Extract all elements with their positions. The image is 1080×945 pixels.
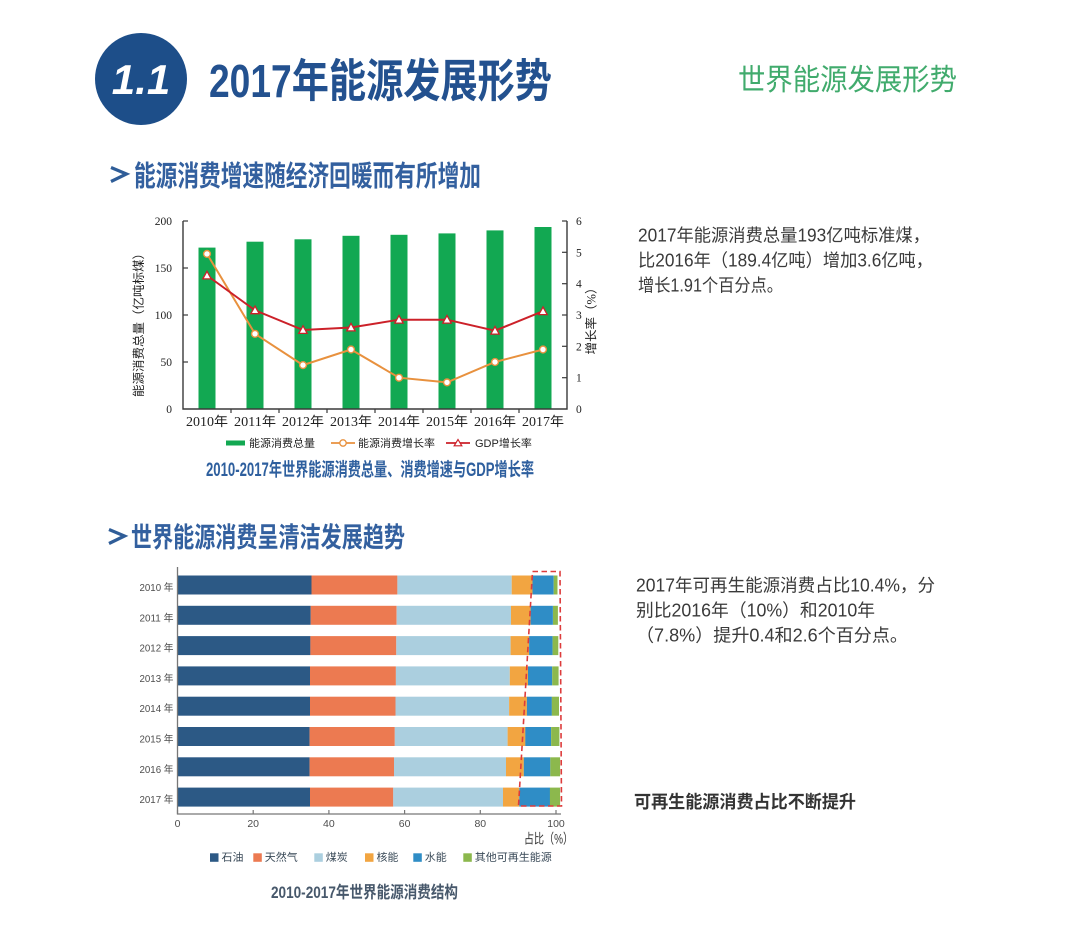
svg-text:2017年能源消费总量193亿吨标准煤，: 2017年能源消费总量193亿吨标准煤， [638, 222, 930, 248]
svg-text:世界能源发展形势: 世界能源发展形势 [738, 55, 957, 99]
svg-text:2015 年: 2015 年 [140, 732, 174, 747]
svg-text:2017年: 2017年 [522, 414, 564, 429]
svg-text:2011 年: 2011 年 [140, 610, 174, 625]
svg-text:2013 年: 2013 年 [140, 671, 174, 686]
svg-text:其他可再生能源: 其他可再生能源 [475, 849, 552, 865]
svg-text:2013年: 2013年 [330, 414, 372, 429]
svg-text:0: 0 [175, 818, 181, 830]
svg-text:可再生能源消费占比不断提升: 可再生能源消费占比不断提升 [634, 788, 856, 814]
svg-text:煤炭: 煤炭 [326, 849, 348, 865]
svg-text:150: 150 [155, 263, 173, 275]
svg-text:20: 20 [247, 818, 259, 830]
svg-text:2012年: 2012年 [282, 414, 324, 429]
svg-text:40: 40 [323, 818, 335, 830]
svg-text:能源消费增长率: 能源消费增长率 [358, 435, 435, 451]
svg-text:能源消费总量: 能源消费总量 [249, 435, 315, 451]
svg-text:2015年: 2015年 [426, 414, 468, 429]
svg-text:50: 50 [161, 357, 173, 369]
svg-text:2011年: 2011年 [234, 414, 276, 429]
svg-text:比2016年（189.4亿吨）增加3.6亿吨，: 比2016年（189.4亿吨）增加3.6亿吨， [638, 247, 933, 273]
svg-text:2014 年: 2014 年 [140, 701, 174, 716]
svg-text:增长率（%）: 增长率（%） [581, 282, 600, 355]
svg-text:天然气: 天然气 [265, 849, 298, 865]
svg-text:5: 5 [576, 247, 582, 259]
svg-text:2017 年: 2017 年 [140, 792, 174, 807]
svg-text:6: 6 [576, 216, 582, 228]
svg-text:2010年: 2010年 [186, 414, 228, 429]
svg-text:核能: 核能 [377, 849, 399, 865]
svg-text:GDP增长率: GDP增长率 [475, 437, 532, 450]
svg-text:2010-2017年世界能源消费总量、消费增速与GDP增长率: 2010-2017年世界能源消费总量、消费增速与GDP增长率 [206, 455, 534, 482]
svg-text:100: 100 [547, 818, 565, 830]
svg-text:2: 2 [576, 341, 582, 353]
svg-text:能源消费增速随经济回暖而有所增加: 能源消费增速随经济回暖而有所增加 [134, 153, 481, 195]
svg-text:1: 1 [576, 373, 582, 385]
svg-text:别比2016年（10%）和2010年: 别比2016年（10%）和2010年 [636, 597, 875, 623]
svg-text:80: 80 [474, 818, 486, 830]
svg-text:100: 100 [155, 310, 173, 322]
svg-text:2012 年: 2012 年 [140, 641, 174, 656]
svg-text:（7.8%）提升0.4和2.6个百分点。: （7.8%）提升0.4和2.6个百分点。 [636, 622, 908, 648]
svg-text:2017年可再生能源消费占比10.4%，分: 2017年可再生能源消费占比10.4%，分 [636, 572, 935, 598]
svg-text:世界能源消费呈清洁发展趋势: 世界能源消费呈清洁发展趋势 [131, 516, 405, 556]
svg-text:1.1: 1.1 [112, 56, 170, 103]
svg-text:2010-2017年世界能源消费结构: 2010-2017年世界能源消费结构 [271, 878, 458, 903]
svg-text:200: 200 [155, 216, 173, 228]
svg-text:能源消费总量（亿吨标煤）: 能源消费总量（亿吨标煤） [128, 247, 147, 397]
svg-text:2014年: 2014年 [378, 414, 420, 429]
svg-text:2016年: 2016年 [474, 414, 516, 429]
svg-text:3: 3 [576, 310, 582, 322]
svg-text:水能: 水能 [425, 849, 447, 865]
svg-text:2010 年: 2010 年 [140, 580, 174, 595]
svg-text:石油: 石油 [222, 849, 244, 865]
svg-text:0: 0 [576, 404, 582, 416]
svg-text:60: 60 [399, 818, 411, 830]
svg-text:2016 年: 2016 年 [140, 762, 174, 777]
svg-text:增长1.91个百分点。: 增长1.91个百分点。 [638, 272, 783, 298]
svg-text:占比（%）: 占比（%） [524, 829, 573, 849]
svg-text:2017年能源发展形势: 2017年能源发展形势 [209, 45, 552, 111]
svg-text:0: 0 [166, 404, 172, 416]
svg-text:4: 4 [576, 279, 582, 291]
